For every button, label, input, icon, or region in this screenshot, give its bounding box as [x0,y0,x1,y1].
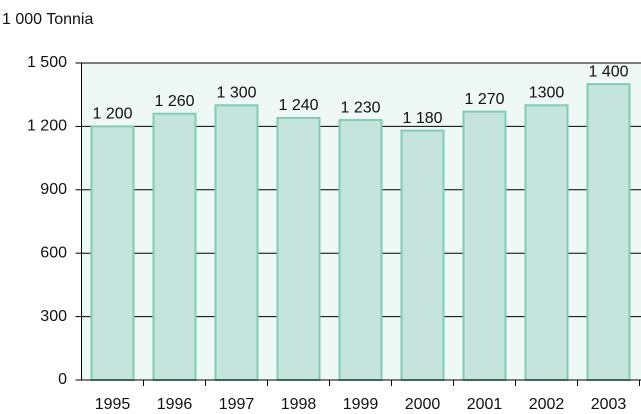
y-tick-label: 300 [40,308,67,325]
data-label: 1 180 [402,110,442,127]
x-tick-label: 1997 [219,396,255,413]
data-label: 1 240 [278,97,318,114]
x-tick-label: 1998 [281,396,317,413]
x-tick-label: 2003 [591,396,627,413]
data-label: 1 270 [464,91,504,108]
bar [586,83,631,381]
x-tick-label: 2002 [529,396,565,413]
y-tick-label: 600 [40,244,67,261]
x-tick-label: 1999 [343,396,379,413]
y-tick-label: 900 [40,181,67,198]
data-label: 1 230 [340,99,380,116]
bar [90,125,135,382]
x-tick-label: 2001 [467,396,503,413]
data-label: 1 200 [92,106,132,123]
data-label: 1 260 [154,93,194,110]
x-tick-label: 1995 [95,396,131,413]
bar [524,104,569,382]
data-label: 1300 [529,84,565,101]
y-axis-label: 1 000 Tonnia [2,11,93,28]
bar [276,116,321,382]
y-tick-label: 0 [58,371,67,388]
y-tick-label: 1 500 [27,54,67,71]
y-tick-label: 1 200 [27,118,67,135]
data-label: 1 300 [216,84,256,101]
bar [400,129,445,381]
bar [462,110,507,382]
bar [214,104,259,382]
data-label: 1 400 [588,63,628,80]
x-tick-label: 2000 [405,396,441,413]
x-tick-label: 1996 [157,396,193,413]
bar [152,112,197,381]
bar [338,119,383,381]
